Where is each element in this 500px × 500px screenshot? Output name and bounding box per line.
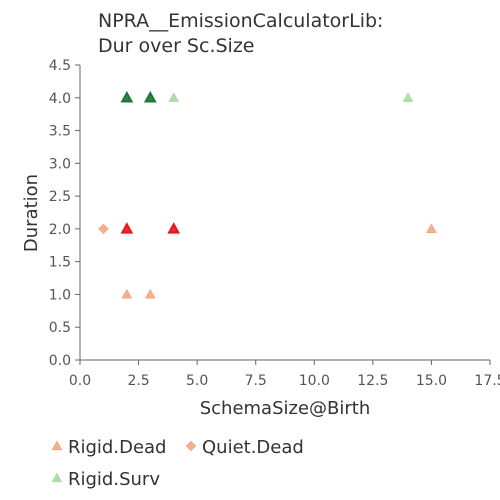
y-tick-label: 3.0 (49, 156, 71, 172)
y-tick-label: 2.0 (49, 222, 71, 238)
y-axis-ticks: 0.0 0.5 1.0 1.5 2.0 2.5 3.0 3.5 4.0 4.5 (49, 58, 80, 369)
y-tick-label: 4.5 (49, 58, 71, 74)
x-tick-label: 15.0 (416, 373, 447, 389)
point-rigid-surv (143, 91, 157, 103)
y-tick-label: 4.0 (49, 91, 71, 107)
point-rigid-dead (426, 223, 437, 233)
x-tick-label: 17.5 (474, 373, 500, 389)
point-rigid-dead (120, 222, 134, 234)
point-rigid-surv (168, 92, 180, 102)
x-tick-label: 5.0 (186, 373, 208, 389)
legend: Rigid.Dead Quiet.Dead Rigid.Surv (51, 437, 304, 490)
data-points (98, 91, 437, 299)
point-rigid-dead (167, 222, 181, 234)
y-tick-label: 0.0 (49, 353, 71, 369)
y-axis-label: Duration (21, 174, 42, 252)
point-rigid-dead (121, 288, 133, 299)
legend-marker-rigid-surv (51, 472, 63, 483)
legend-label: Rigid.Surv (68, 469, 160, 490)
x-tick-label: 10.0 (299, 373, 330, 389)
y-tick-label: 0.5 (49, 320, 71, 336)
chart-title-line-2: Dur over Sc.Size (98, 35, 254, 57)
legend-marker-quiet-dead (185, 440, 197, 452)
x-tick-label: 12.5 (357, 373, 388, 389)
y-tick-label: 2.5 (49, 189, 71, 205)
x-axis-label: SchemaSize@Birth (200, 398, 371, 419)
chart-title-line-1: NPRA__EmissionCalculatorLib: (98, 10, 383, 32)
point-quiet-dead (98, 223, 109, 235)
x-tick-label: 2.5 (127, 373, 149, 389)
x-tick-label: 7.5 (245, 373, 267, 389)
legend-label: Rigid.Dead (68, 437, 166, 458)
legend-label: Quiet.Dead (202, 437, 304, 458)
x-tick-label: 0.0 (69, 373, 91, 389)
y-tick-label: 3.5 (49, 124, 71, 140)
x-axis-ticks: 0.0 2.5 5.0 7.5 10.0 12.5 15.0 17.5 (69, 360, 500, 389)
legend-marker-rigid-dead (51, 440, 63, 451)
point-rigid-surv (402, 92, 414, 102)
y-tick-label: 1.5 (49, 255, 71, 271)
point-rigid-surv (120, 91, 134, 103)
point-rigid-dead (144, 288, 156, 299)
y-tick-label: 1.0 (49, 287, 71, 303)
